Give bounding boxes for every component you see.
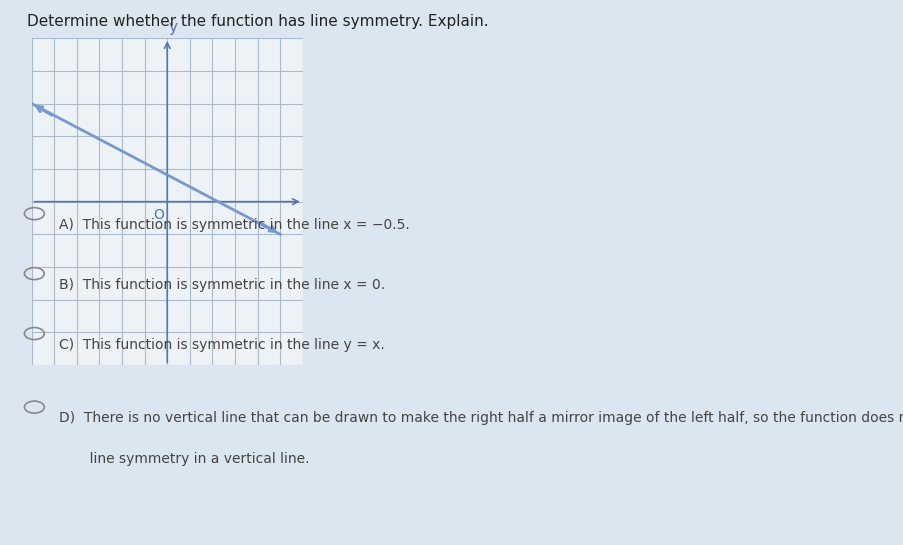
Text: O: O (153, 208, 163, 222)
Text: C)  This function is symmetric in the line y = x.: C) This function is symmetric in the lin… (59, 338, 384, 352)
Text: A)  This function is symmetric in the line x = −0.5.: A) This function is symmetric in the lin… (59, 218, 409, 232)
Text: y: y (168, 20, 177, 35)
Text: Determine whether the function has line symmetry. Explain.: Determine whether the function has line … (27, 14, 489, 29)
Text: line symmetry in a vertical line.: line symmetry in a vertical line. (59, 452, 309, 467)
Text: D)  There is no vertical line that can be drawn to make the right half a mirror : D) There is no vertical line that can be… (59, 411, 903, 426)
Text: B)  This function is symmetric in the line x = 0.: B) This function is symmetric in the lin… (59, 278, 385, 292)
